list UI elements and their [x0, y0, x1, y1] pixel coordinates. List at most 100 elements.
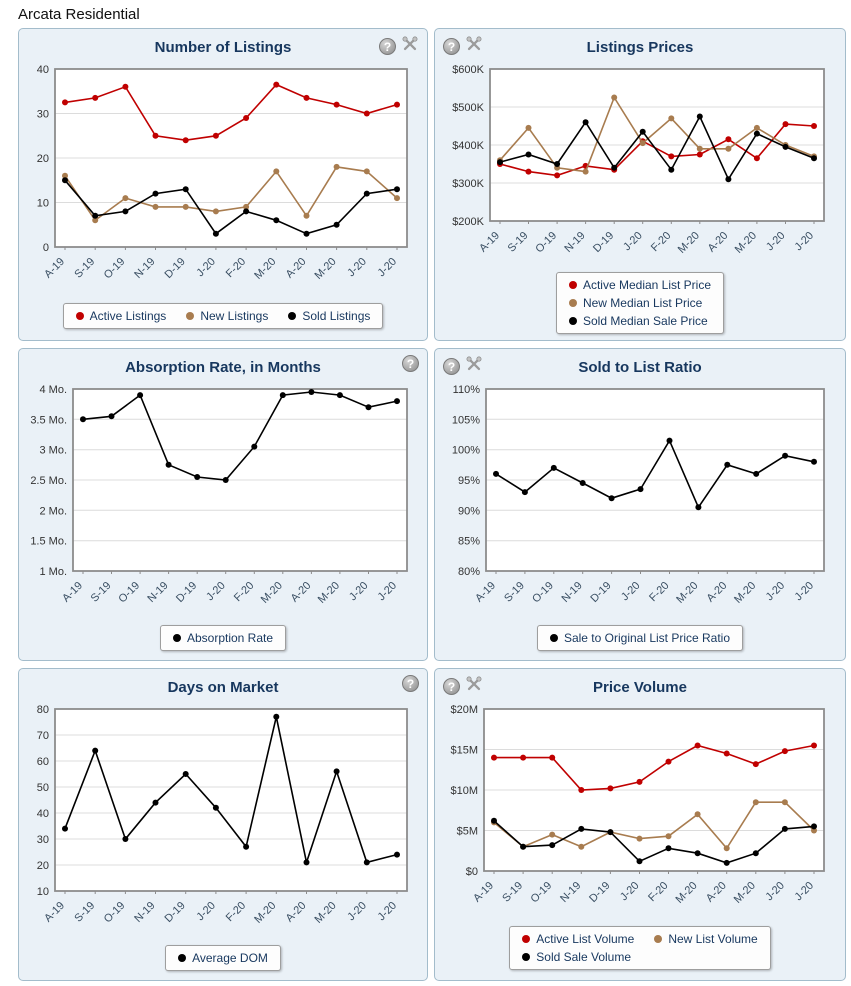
svg-text:20: 20: [37, 153, 49, 165]
svg-text:40: 40: [37, 64, 49, 76]
svg-text:J-20: J-20: [619, 580, 643, 604]
legend-row: Sold Sale Volume: [522, 950, 757, 964]
tools-icon-wrap[interactable]: [465, 675, 483, 698]
svg-text:80%: 80%: [458, 566, 480, 578]
legend-row: Active Listings New Listings Sold Listings: [75, 308, 370, 323]
chart-header: Sold to List Ratio?: [441, 353, 839, 381]
help-icon[interactable]: ?: [402, 355, 419, 372]
legend-marker-icon: [522, 952, 531, 961]
legend-marker-icon: [288, 311, 297, 320]
svg-text:M-20: M-20: [252, 900, 278, 926]
svg-text:D-19: D-19: [591, 230, 616, 255]
legend-label: Sale to Original List Price Ratio: [563, 630, 731, 645]
svg-text:A-20: A-20: [704, 880, 729, 905]
legend-label: New Median List Price: [582, 295, 703, 310]
svg-text:J-20: J-20: [204, 580, 228, 604]
svg-text:M-20: M-20: [252, 256, 278, 282]
svg-text:$300K: $300K: [452, 178, 484, 190]
svg-text:J-20: J-20: [194, 256, 218, 280]
svg-text:S-19: S-19: [500, 880, 525, 905]
legend-label: Active Listings: [89, 308, 167, 323]
chart-plot-number-of-listings: 0 10 20 30 40 A-19 S-19 O-19 N-19 D-19 J-20 F-20 M-2…: [25, 61, 421, 295]
svg-text:M-20: M-20: [316, 580, 342, 606]
chart-plot-absorption-rate: 1 Mo. 1.5 Mo. 2 Mo. 2.5 Mo. 3 Mo. 3.5 Mo. 4 Mo…: [25, 381, 421, 619]
chart-legend-days-on-market: Average DOM: [165, 944, 281, 971]
svg-text:A-19: A-19: [42, 900, 67, 925]
legend-label: New List Volume: [668, 931, 758, 946]
legend-marker-icon: [549, 633, 558, 642]
tools-icon[interactable]: [401, 35, 419, 53]
svg-text:105%: 105%: [452, 414, 480, 426]
svg-text:F-20: F-20: [649, 230, 673, 254]
svg-text:$200K: $200K: [452, 216, 484, 228]
legend-item: Sold Median Sale Price: [568, 314, 708, 328]
svg-text:J-20: J-20: [375, 580, 399, 604]
svg-text:S-19: S-19: [72, 256, 97, 281]
svg-text:A-19: A-19: [477, 230, 502, 255]
chart-panel-listings-prices: Listings Prices? $200K $300K $400K $500K $600…: [434, 28, 846, 341]
svg-text:M-20: M-20: [259, 580, 285, 606]
chart-canvas: $200K $300K $400K $500K $600K A-19 S-19 O-19 N-1…: [452, 64, 825, 256]
help-icon[interactable]: ?: [379, 38, 396, 55]
legend-item: New Listings: [186, 309, 268, 323]
chart-legend-number-of-listings: Active Listings New Listings Sold Listings: [62, 302, 384, 329]
chart-canvas: 1 Mo. 1.5 Mo. 2 Mo. 2.5 Mo. 3 Mo. 3.5 Mo. 4 Mo…: [30, 384, 408, 606]
svg-text:1.5 Mo.: 1.5 Mo.: [30, 536, 67, 548]
help-icon[interactable]: ?: [443, 358, 460, 375]
svg-text:O-19: O-19: [533, 230, 559, 256]
chart-legend-price-volume: Active List Volume New List Volume Sold Sa…: [509, 925, 771, 970]
svg-text:F-20: F-20: [646, 880, 670, 904]
page-title: Arcata Residential: [18, 6, 140, 23]
legend-marker-icon: [75, 311, 84, 320]
svg-text:N-19: N-19: [559, 580, 584, 605]
chart-icons: ?: [443, 355, 483, 378]
svg-text:$500K: $500K: [452, 102, 484, 114]
svg-text:M-20: M-20: [732, 880, 758, 906]
svg-text:3.5 Mo.: 3.5 Mo.: [30, 414, 67, 426]
svg-text:F-20: F-20: [224, 256, 248, 280]
tools-icon-wrap[interactable]: [465, 355, 483, 378]
chart-canvas: 10 20 30 40 50 60 70 80 A-19 S-19 O-19 N-19 D-19 J-20…: [37, 704, 408, 926]
svg-text:N-19: N-19: [558, 880, 583, 905]
legend-row: Absorption Rate: [172, 631, 273, 645]
legend-marker-icon: [522, 934, 531, 943]
legend-marker-icon: [172, 633, 181, 642]
legend-area: Active Listings New Listings Sold Listings: [25, 295, 421, 336]
chart-panel-absorption-rate: Absorption Rate, in Months? 1 Mo. 1.5 Mo. 2…: [18, 348, 428, 661]
legend-row: Sale to Original List Price Ratio: [549, 630, 731, 645]
help-icon[interactable]: ?: [402, 675, 419, 692]
svg-text:80: 80: [37, 704, 49, 716]
tools-icon[interactable]: [465, 675, 483, 693]
svg-text:40: 40: [37, 808, 49, 820]
help-icon[interactable]: ?: [443, 38, 460, 55]
tools-icon[interactable]: [465, 35, 483, 53]
svg-text:95%: 95%: [458, 475, 480, 487]
chart-header: Days on Market?: [25, 673, 421, 701]
svg-text:J-20: J-20: [194, 900, 218, 924]
svg-text:D-19: D-19: [587, 880, 612, 905]
svg-text:J-20: J-20: [375, 900, 399, 924]
tools-icon[interactable]: [465, 355, 483, 373]
chart-title-absorption-rate: Absorption Rate, in Months: [125, 358, 321, 376]
svg-text:J-20: J-20: [375, 256, 399, 280]
svg-text:O-19: O-19: [116, 580, 142, 606]
chart-title-days-on-market: Days on Market: [167, 678, 279, 696]
legend-label: Sold Sale Volume: [536, 949, 632, 964]
svg-text:20: 20: [37, 860, 49, 872]
svg-text:J-20: J-20: [764, 580, 788, 604]
tools-icon-wrap[interactable]: [465, 35, 483, 58]
chart-title-price-volume: Price Volume: [593, 678, 687, 696]
legend-area: Active List Volume New List Volume Sold Sa…: [441, 919, 839, 976]
chart-legend-listings-prices: Active Median List Price New Median List …: [555, 271, 725, 334]
chart-plot-price-volume: $0 $5M $10M $15M $20M A-19 S-19 O-19 N-19 D-19 J-2…: [441, 701, 839, 919]
svg-text:F-20: F-20: [224, 900, 248, 924]
svg-text:O-19: O-19: [102, 256, 128, 282]
help-icon[interactable]: ?: [443, 678, 460, 695]
tools-icon-wrap[interactable]: [401, 35, 419, 58]
svg-text:110%: 110%: [453, 384, 481, 396]
svg-text:M-20: M-20: [676, 230, 702, 256]
legend-marker-icon: [186, 311, 195, 320]
svg-text:1 Mo.: 1 Mo.: [39, 566, 67, 578]
svg-text:2 Mo.: 2 Mo.: [39, 505, 67, 517]
